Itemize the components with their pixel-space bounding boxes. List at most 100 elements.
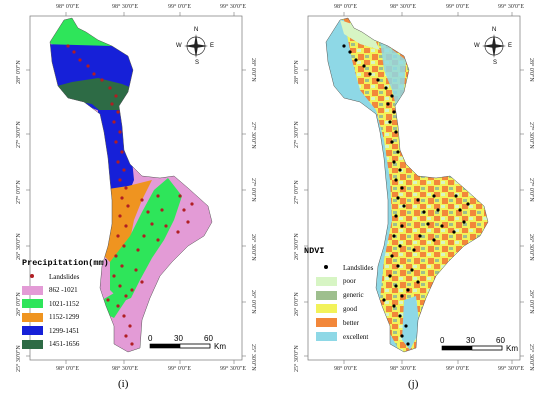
legend-label: 1451-1656 bbox=[49, 340, 80, 348]
scale-unit: Km bbox=[214, 342, 226, 351]
coord-left-4: 26° 0'0"N bbox=[294, 292, 300, 316]
legend-label: 1152-1299 bbox=[49, 313, 80, 321]
legend-item: Landslides bbox=[22, 272, 79, 281]
legend-label: better bbox=[343, 318, 359, 327]
legend-swatch bbox=[22, 339, 43, 349]
legend-swatch bbox=[22, 299, 43, 308]
scale-bar bbox=[441, 345, 503, 351]
compass-rose bbox=[184, 34, 208, 58]
coord-left-1: 27° 30'0"N bbox=[294, 121, 300, 148]
coord-bottom-1: 98° 30'0"E bbox=[390, 366, 417, 372]
zone-1451-1656 bbox=[50, 78, 142, 116]
coord-top-0: 98° 0'0"E bbox=[334, 4, 358, 10]
coord-top-3: 99° 30'0"E bbox=[220, 4, 247, 10]
coord-bottom-0: 98° 0'0"E bbox=[334, 366, 358, 372]
legend-label: Landslides bbox=[343, 263, 374, 272]
coord-top-3: 99° 30'0"E bbox=[498, 4, 525, 10]
coord-bottom-2: 99° 0'0"E bbox=[168, 366, 192, 372]
coord-left-3: 26° 30'0"N bbox=[294, 233, 300, 260]
ndvi-mosaic bbox=[326, 18, 488, 352]
coord-right-4: 26° 0'0"N bbox=[528, 290, 534, 314]
excellent-south-patch bbox=[402, 296, 420, 350]
legend-swatch bbox=[316, 290, 337, 300]
legend-point-symbol bbox=[316, 263, 337, 272]
coord-top-1: 98° 30'0"E bbox=[112, 4, 139, 10]
legend-swatch bbox=[22, 285, 43, 295]
coord-right-0: 28° 0'0"N bbox=[250, 58, 256, 82]
legend-label: 1299-1451 bbox=[49, 326, 80, 335]
scale-label-0: 0 bbox=[148, 334, 153, 343]
coord-top-1: 98° 30'0"E bbox=[390, 4, 417, 10]
coord-left-1: 27° 30'0"N bbox=[16, 121, 22, 148]
coord-right-1: 27° 30'0"N bbox=[528, 122, 534, 149]
legend-label: poor bbox=[343, 277, 356, 286]
coord-right-5: 25° 30'0"N bbox=[528, 344, 534, 371]
coord-right-0: 28° 0'0"N bbox=[528, 58, 534, 82]
coord-bottom-3: 99° 30'0"E bbox=[220, 366, 247, 372]
coord-top-0: 98° 0'0"E bbox=[56, 4, 80, 10]
legend-item: excellent bbox=[316, 332, 368, 341]
coord-right-5: 25° 30'0"N bbox=[250, 344, 256, 371]
legend-item: 1021-1152 bbox=[22, 299, 79, 308]
compass-w: W bbox=[176, 43, 182, 49]
coord-left-5: 25° 30'0"N bbox=[294, 345, 300, 372]
scale-label-30: 30 bbox=[174, 334, 183, 343]
coord-right-2: 27° 0'0"N bbox=[250, 178, 256, 202]
precipitation-map-panel: 98° 0'0"E 98° 30'0"E 99° 0'0"E 99° 30'0"… bbox=[2, 0, 270, 403]
legend-item: good bbox=[316, 304, 357, 314]
coord-left-5: 25° 30'0"N bbox=[16, 345, 22, 372]
coord-left-2: 27° 0'0"N bbox=[16, 180, 22, 204]
legend-item: 1152-1299 bbox=[22, 312, 80, 322]
coord-left-0: 28° 0'0"N bbox=[16, 60, 22, 84]
scale-bar bbox=[149, 343, 211, 349]
legend-label: 1021-1152 bbox=[49, 299, 80, 308]
excellent-north-patch bbox=[380, 40, 406, 106]
landslide-points bbox=[342, 44, 470, 346]
coord-right-3: 26° 30'0"N bbox=[250, 234, 256, 261]
coord-left-0: 28° 0'0"N bbox=[294, 60, 300, 84]
coord-right-3: 26° 30'0"N bbox=[528, 234, 534, 261]
map-frame bbox=[307, 15, 521, 361]
legend-swatch bbox=[316, 318, 337, 328]
scale-label-30: 30 bbox=[466, 336, 475, 345]
ndvi-map-panel: 98° 0'0"E 98° 30'0"E 99° 0'0"E 99° 30'0"… bbox=[280, 0, 548, 403]
legend-item: 1451-1656 bbox=[22, 339, 80, 349]
zone-south-862-1021 bbox=[112, 296, 142, 352]
scale-label-0: 0 bbox=[440, 336, 445, 345]
study-area-outline bbox=[49, 17, 213, 353]
scale-label-60: 60 bbox=[496, 336, 505, 345]
coord-top-2: 99° 0'0"E bbox=[168, 4, 192, 10]
map-frame bbox=[29, 15, 243, 361]
legend-title: Precipitation(mm) bbox=[22, 258, 109, 268]
ndvi-map-svg bbox=[304, 12, 524, 364]
precipitation-map-svg bbox=[26, 12, 246, 364]
coord-bottom-1: 98° 30'0"E bbox=[112, 366, 139, 372]
scale-label-60: 60 bbox=[204, 334, 213, 343]
legend-label: generic bbox=[343, 291, 364, 300]
compass-e: E bbox=[508, 43, 513, 49]
legend-item: 862 -1021 bbox=[22, 285, 78, 295]
legend-swatch bbox=[22, 312, 43, 322]
legend-item: generic bbox=[316, 290, 364, 300]
coord-right-4: 26° 0'0"N bbox=[250, 290, 256, 314]
coord-left-3: 26° 30'0"N bbox=[16, 233, 22, 260]
legend-item: better bbox=[316, 318, 359, 328]
compass-s: S bbox=[493, 60, 498, 66]
legend-title: NDVI bbox=[304, 246, 325, 256]
legend-item: 1299-1451 bbox=[22, 326, 79, 335]
legend-swatch bbox=[316, 332, 337, 341]
graticule-ticks bbox=[304, 12, 524, 364]
study-area-outline bbox=[325, 17, 489, 353]
legend-item: poor bbox=[316, 276, 356, 286]
coord-right-2: 27° 0'0"N bbox=[528, 178, 534, 202]
landslide-points bbox=[66, 44, 194, 346]
legend-swatch bbox=[22, 326, 43, 335]
compass-w: W bbox=[474, 43, 480, 49]
legend-swatch bbox=[316, 304, 337, 314]
ndvi-classes bbox=[326, 18, 488, 352]
coord-left-2: 27° 0'0"N bbox=[294, 180, 300, 204]
poor-north-patch bbox=[340, 20, 380, 50]
excellent-west-belt bbox=[326, 20, 400, 352]
coord-bottom-3: 99° 30'0"E bbox=[498, 366, 525, 372]
legend-point-symbol bbox=[22, 272, 43, 281]
